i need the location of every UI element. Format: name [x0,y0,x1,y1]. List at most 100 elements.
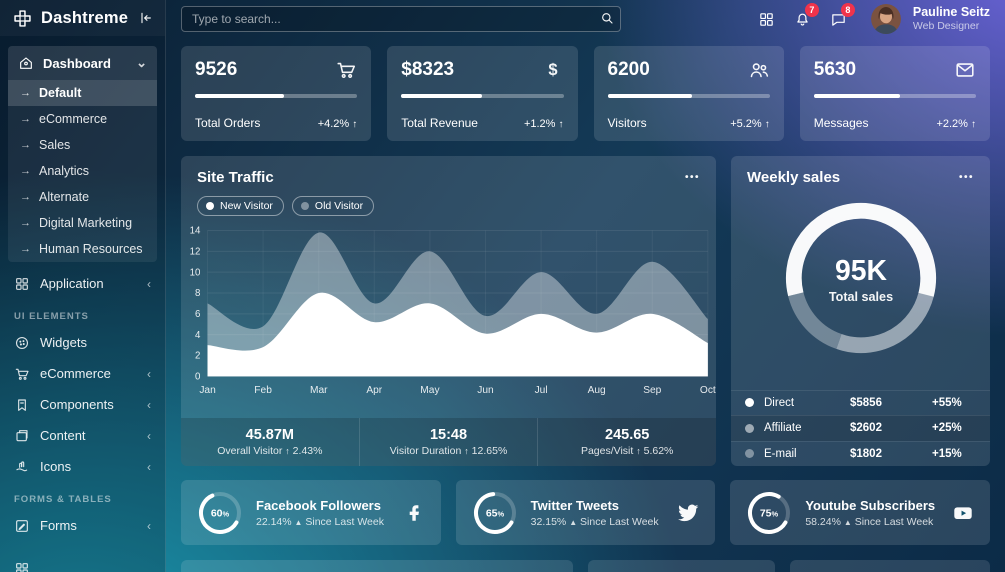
messages-button[interactable]: 8 [823,3,855,35]
search-input[interactable] [181,6,621,32]
partial-card [790,560,990,572]
stat-value: $8323 [401,59,455,80]
search-icon [602,13,613,24]
application-label: Application [40,276,104,291]
facebook-icon [409,504,419,521]
user-menu[interactable]: Pauline Seitz Web Designer [913,5,990,34]
site-traffic-title: Site Traffic [197,169,274,186]
weekly-sales-menu-icon[interactable]: ••• [958,172,974,183]
chevron-left-icon: ‹ [147,518,151,533]
up-arrow-icon: ↑ [464,446,469,456]
main-content: 9526 Total Orders +4.2% ↑ $8323 $ Total … [166,38,1005,572]
sidebar-item-ecommerce[interactable]: eCommerce ‹ [0,358,165,389]
cart-icon [337,62,356,79]
sidebar-item-icons[interactable]: Icons ‹ [0,451,165,482]
social-title: Twitter Tweets [530,497,620,513]
stat-card-messages: 5630 Messages +2.2% ↑ [799,46,990,141]
traffic-footer: 45.87M Overall Visitor ↑ 2.43% 15:48 Vis… [181,418,716,466]
triangle-up-icon: ▲ [294,517,303,527]
weekly-sales-row-affiliate: Affiliate $2602 +25% [731,415,990,441]
stat-card-total-orders: 9526 Total Orders +4.2% ↑ [181,46,372,141]
sidebar-item-components[interactable]: Components ‹ [0,389,165,420]
twitter-icon [677,502,699,524]
stat-label: Messages [813,116,869,130]
weekly-sales-donut: 95K Total sales [731,194,990,362]
apps-grid-icon [758,11,775,28]
next-row-cards [181,560,990,572]
arrow-right-icon: → [20,87,31,99]
arrow-right-icon: → [20,191,31,203]
people-icon [750,63,768,78]
sidebar-subitem-digital-marketing[interactable]: → Digital Marketing [20,216,133,230]
social-subtitle: 22.14% ▲ Since Last Week [256,515,384,528]
user-role: Web Designer [912,20,980,33]
dashboard-label: Dashboard [43,55,111,71]
donut-center-value: 95K [835,255,888,287]
site-traffic-card: Site Traffic ••• New Visitor Old Visitor… [181,156,716,466]
up-arrow-icon: ↑ [352,119,358,130]
cart-icon [15,368,29,380]
messages-badge: 8 [840,3,855,17]
chevron-left-icon: ‹ [147,459,151,474]
avatar-image [870,4,901,34]
donut-segment-e-mail [785,202,936,354]
svg-text:14: 14 [190,226,201,237]
sidebar-subitem-alternate[interactable]: → Alternate [20,190,90,204]
donut-center-label: Total sales [828,290,892,304]
sidebar-item-partial[interactable] [0,553,165,572]
arrow-right-icon: → [20,139,31,151]
partial-card [181,560,573,572]
avatar[interactable] [870,4,901,34]
site-traffic-chart: 0 2 4 6 8 10 12 14 Jan Feb Mar Apr May Jun Jul Aug Sep Oc… [190,226,716,396]
svg-text:12: 12 [190,246,201,257]
legend-pill-new-visitor[interactable]: New Visitor [197,196,284,216]
progress-ring: 65% [473,491,516,534]
pencil-icon [16,519,28,532]
site-traffic-menu-icon[interactable]: ••• [684,172,700,183]
hand-icon [16,460,28,471]
weekly-sales-row-direct: Direct $5856 +55% [731,389,990,416]
user-name: Pauline Seitz [912,4,990,19]
stat-label: Total Orders [195,116,261,130]
notifications-button[interactable]: 7 [787,3,819,35]
social-card-facebook: 60% Facebook Followers 22.14% ▲ Since La… [181,480,441,545]
sidebar-subitem-analytics[interactable]: → Analytics [20,164,90,178]
sidebar-subitem-default[interactable]: → Default [8,80,157,106]
arrow-right-icon: → [20,165,31,177]
notifications-badge: 7 [804,3,819,17]
sidebar-section-label: FORMS & TABLES [14,494,112,505]
weekly-sales-card: Weekly sales ••• 95K Total sales Direct … [731,156,990,466]
up-arrow-icon: ↑ [558,119,564,130]
up-arrow-icon: ↑ [971,119,976,130]
up-arrow-icon: ↑ [764,119,770,130]
apps-icon [16,277,28,290]
sidebar-subitem-ecommerce[interactable]: → eCommerce [20,112,108,126]
sidebar-subitem-sales[interactable]: → Sales [20,138,71,152]
sidebar-item-content[interactable]: Content ‹ [0,420,165,451]
top-bar: 7 8 Pauline Seitz Web Designer [166,0,1005,38]
facebook-icon [403,502,425,524]
sidebar-item-forms[interactable]: Forms ‹ [0,510,165,541]
sidebar-subitem-human-resources[interactable]: → Human Resources [20,242,143,256]
svg-text:Sep: Sep [643,385,661,396]
svg-text:Jun: Jun [477,385,494,396]
svg-text:65%: 65% [485,507,504,519]
sidebar-collapse-icon[interactable] [137,10,153,26]
legend-pill-old-visitor[interactable]: Old Visitor [291,196,375,216]
social-card-twitter: 65% Twitter Tweets 32.15% ▲ Since Last W… [455,480,716,545]
logo-row: Dashtreme [0,0,165,36]
sidebar-item-widgets[interactable]: Widgets [0,327,165,358]
donut-chart: 95K Total sales [785,202,936,354]
chevron-left-icon: ‹ [147,428,151,443]
search-icon[interactable] [599,10,615,26]
tables-icon [14,561,30,572]
traffic-stat-pages-visit: 245.65 Pages/Visit ↑ 5.62% [537,418,716,466]
sidebar-item-application[interactable]: Application ‹ [0,268,165,299]
stat-delta: +2.2% ↑ [936,118,976,130]
svg-text:Jul: Jul [535,385,548,396]
sidebar-item-dashboard[interactable]: Dashboard ⌄ [8,46,157,80]
apps-menu-button[interactable] [751,3,783,35]
bell-icon [797,13,809,26]
apps-icon [14,276,30,292]
youtube-icon [952,502,974,524]
